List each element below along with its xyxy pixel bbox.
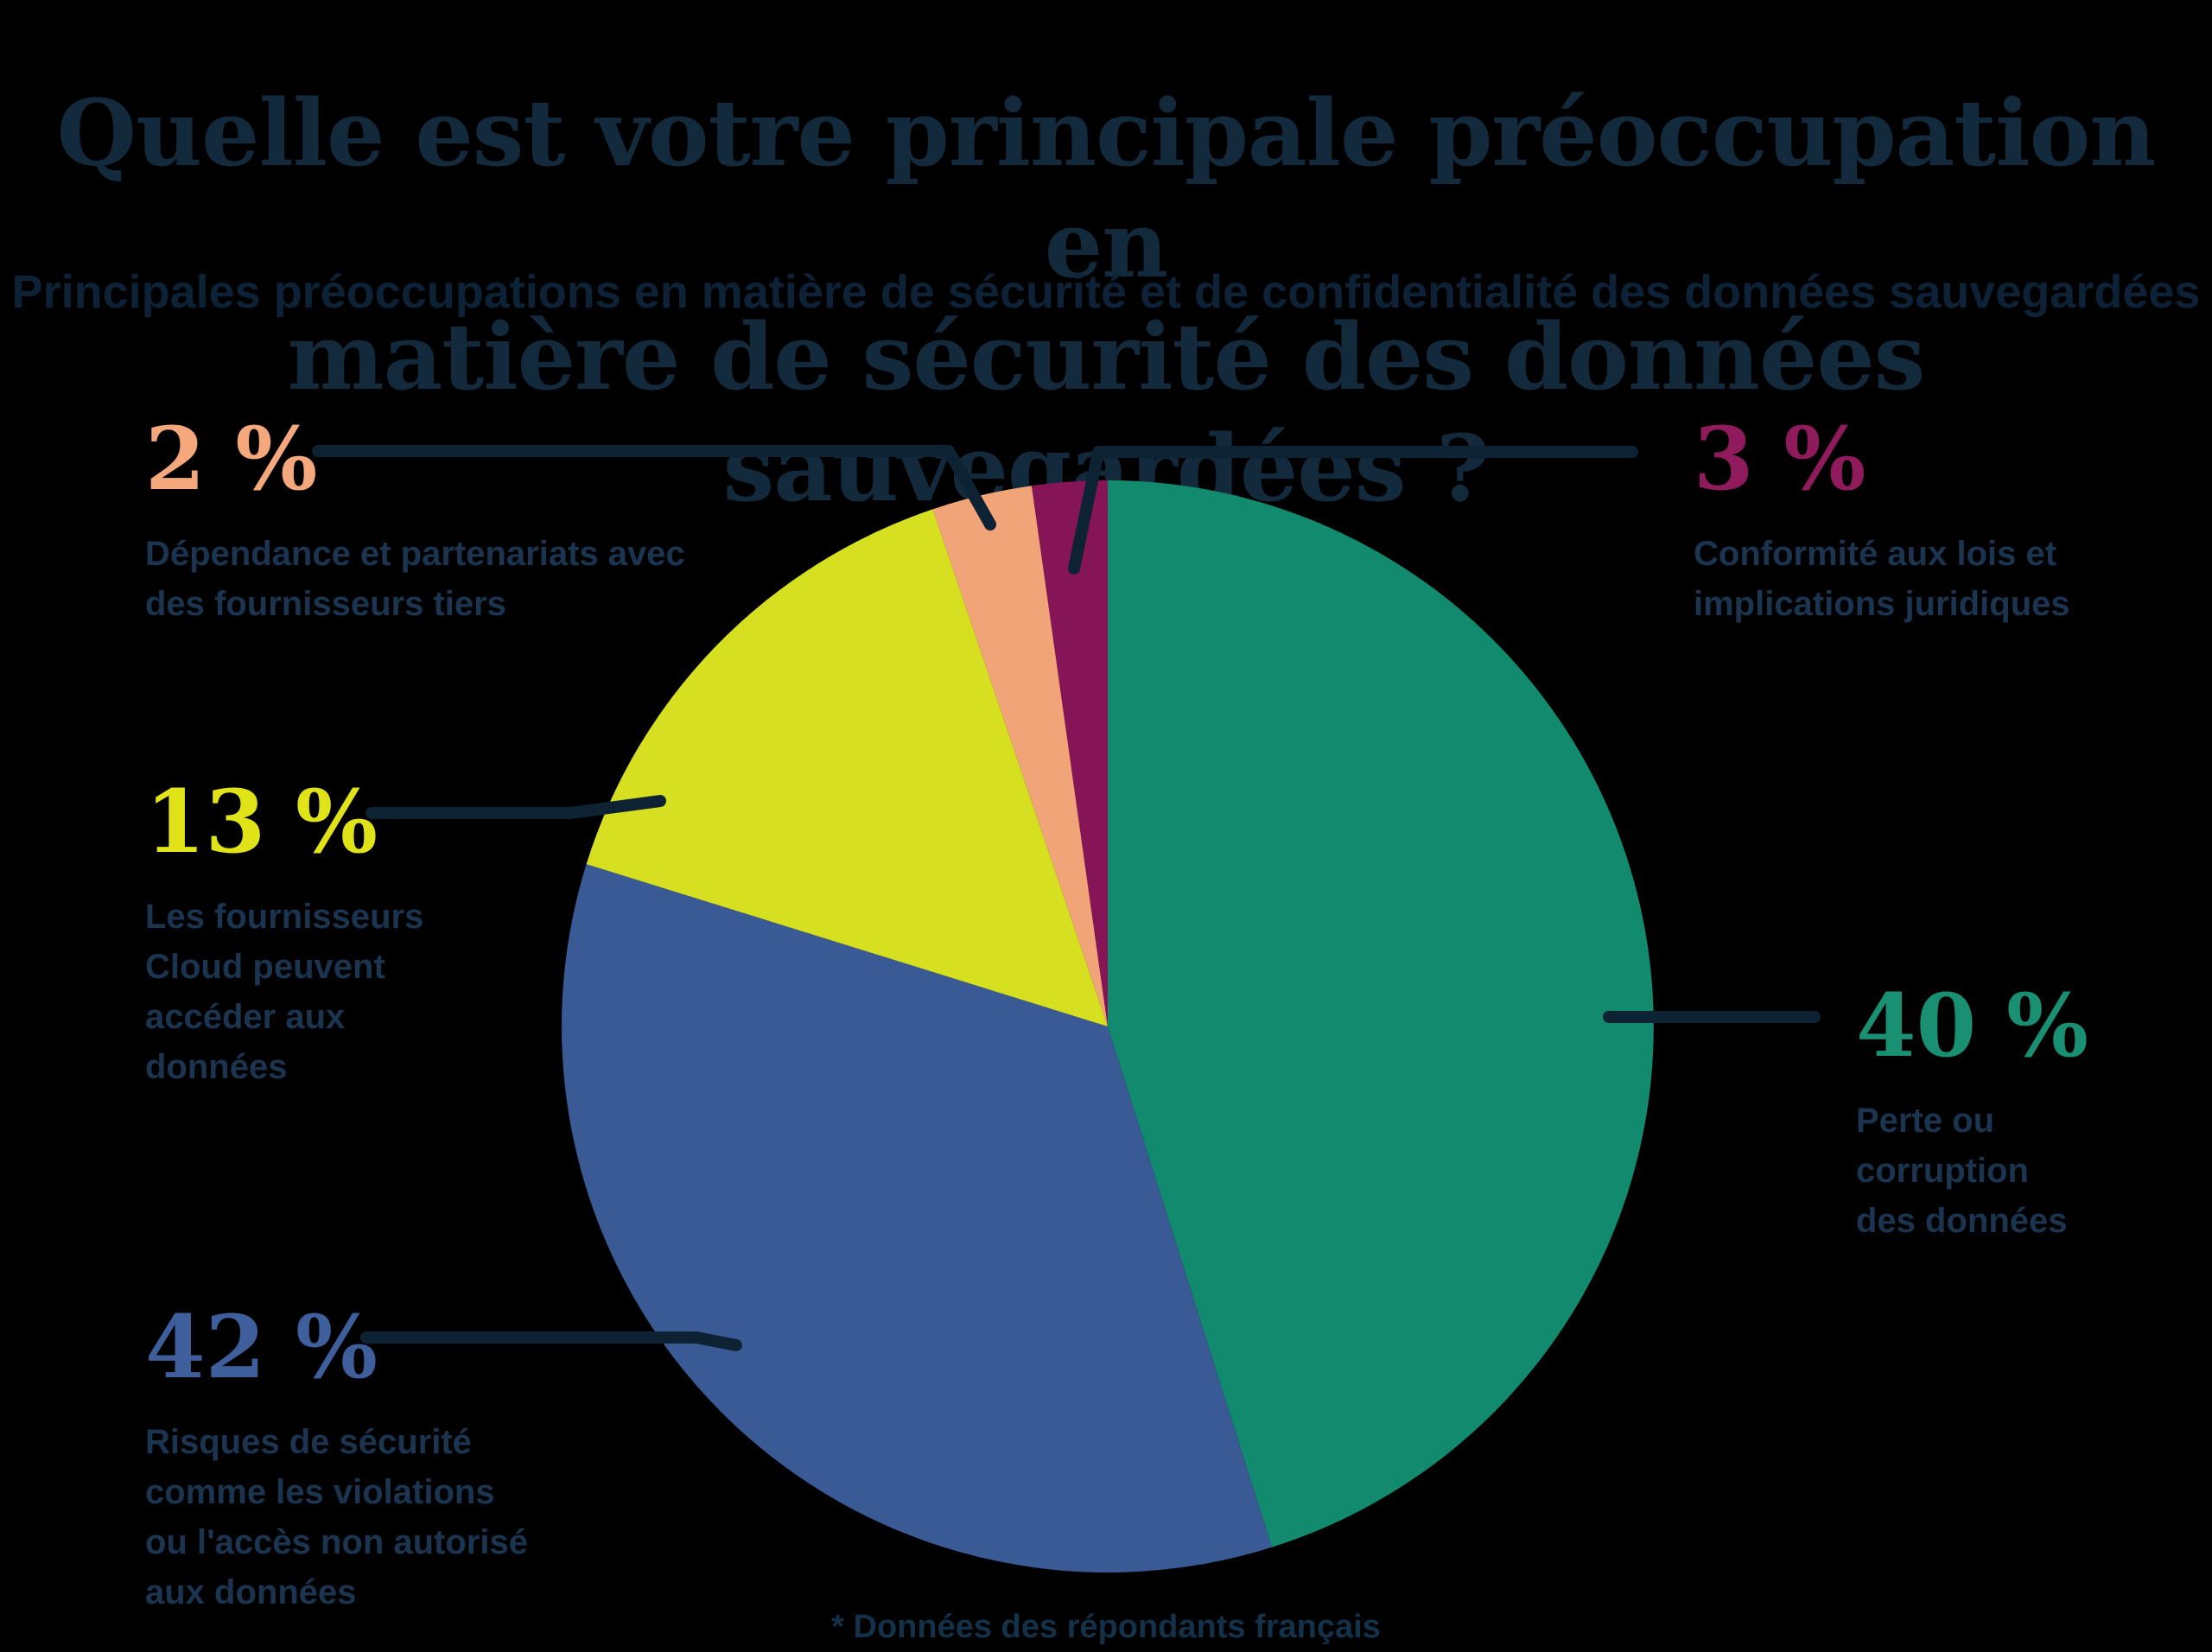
pie-slice-40pct — [1108, 480, 1654, 1547]
page-subtitle: Principales préoccupations en matière de… — [11, 266, 2201, 318]
leader-line-3pct — [1068, 446, 1638, 575]
pie-slice-42pct — [562, 864, 1272, 1573]
percent-value-42: 42 % — [145, 1296, 378, 1398]
footnote: * Données des répondants français — [831, 1609, 1381, 1645]
percent-value-40: 40 % — [1856, 975, 2088, 1077]
percent-value-13: 13 % — [145, 771, 378, 873]
pie-slice-2pct — [932, 486, 1108, 1026]
page-title: Quelle est votre principale préoccupatio… — [56, 79, 2157, 522]
percent-label-42: Risques de sécurité comme les violations… — [145, 1423, 528, 1611]
pie-slice-3pct — [1032, 480, 1108, 1026]
percent-value-2: 2 % — [145, 408, 318, 510]
callout-3pct: 3 % Conformité aux lois et implications … — [1694, 404, 2070, 629]
leader-line-42pct — [360, 1331, 742, 1351]
callout-13pct: 13 % Les fournisseurs Cloud peuvent accé… — [145, 767, 423, 1092]
leader-line-13pct — [365, 795, 666, 819]
percent-label-13: Les fournisseurs Cloud peuvent accéder a… — [145, 898, 424, 1086]
leader-line-2pct — [312, 445, 996, 531]
callout-42pct: 42 % Risques de sécurité comme les viola… — [145, 1293, 528, 1617]
percent-label-2: Dépendance et partenariats avec des four… — [145, 535, 685, 623]
percent-label-40: Perte ou corruption des données — [1856, 1102, 2068, 1240]
callout-2pct: 2 % Dépendance et partenariats avec des … — [145, 404, 685, 629]
percent-value-3: 3 % — [1694, 408, 1866, 510]
pie-slice-13pct — [586, 509, 1108, 1026]
percent-label-3: Conformité aux lois et implications juri… — [1694, 535, 2070, 623]
callout-40pct: 40 % Perte ou corruption des données — [1856, 971, 2088, 1246]
